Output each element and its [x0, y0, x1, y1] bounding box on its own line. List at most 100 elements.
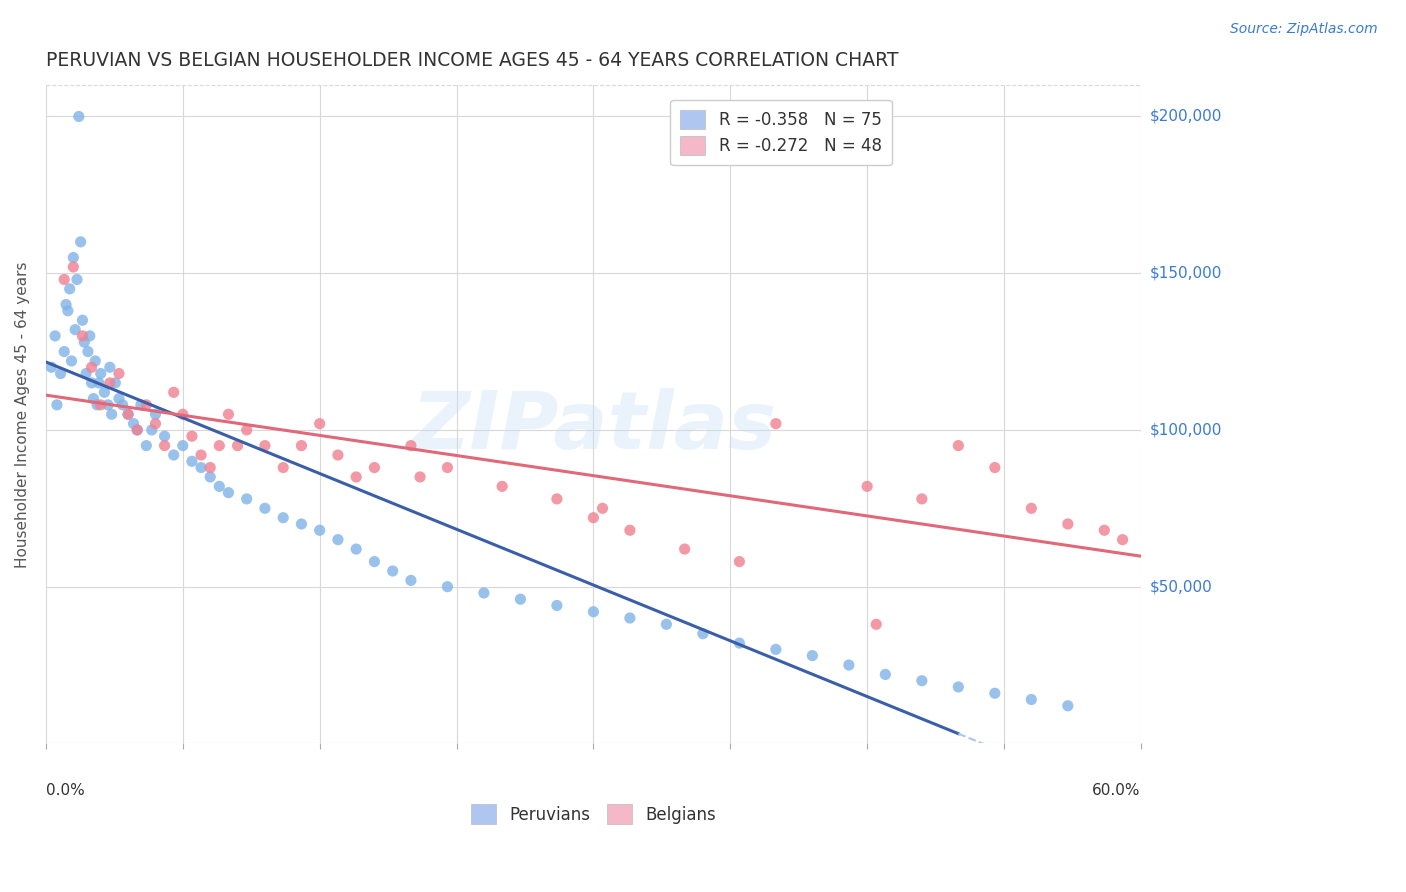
Point [53, 272, 76, 286]
Point [62, 260, 84, 274]
Point [875, 667, 897, 681]
Point [55, 297, 77, 311]
Point [308, 523, 330, 537]
Point [509, 592, 531, 607]
Point [619, 611, 641, 625]
Text: Source: ZipAtlas.com: Source: ZipAtlas.com [1230, 22, 1378, 37]
Point [409, 470, 432, 484]
Point [399, 439, 422, 453]
Point [82, 392, 104, 406]
Point [135, 398, 157, 412]
Point [145, 417, 167, 431]
Text: 60.0%: 60.0% [1092, 783, 1140, 798]
Point [436, 580, 458, 594]
Point [984, 686, 1007, 700]
Point [856, 479, 879, 493]
Point [77, 344, 100, 359]
Point [728, 555, 751, 569]
Point [66, 272, 89, 286]
Point [172, 407, 194, 421]
Point [838, 658, 860, 673]
Point [190, 460, 212, 475]
Point [73, 335, 96, 350]
Point [253, 501, 276, 516]
Point [546, 599, 568, 613]
Text: PERUVIAN VS BELGIAN HOUSEHOLDER INCOME AGES 45 - 64 YEARS CORRELATION CHART: PERUVIAN VS BELGIAN HOUSEHOLDER INCOME A… [46, 51, 898, 70]
Text: $50,000: $50,000 [1150, 579, 1213, 594]
Point [98, 360, 121, 375]
Point [491, 479, 513, 493]
Text: 0.0%: 0.0% [46, 783, 84, 798]
Point [56, 303, 79, 318]
Point [1056, 698, 1078, 713]
Point [93, 385, 115, 400]
Point [141, 423, 163, 437]
Point [60, 354, 83, 368]
Point [117, 407, 139, 421]
Point [582, 605, 605, 619]
Point [673, 542, 696, 557]
Point [271, 510, 294, 524]
Point [72, 313, 94, 327]
Point [290, 516, 312, 531]
Point [127, 423, 149, 437]
Point [235, 491, 257, 506]
Point [801, 648, 824, 663]
Point [108, 392, 131, 406]
Point [1111, 533, 1133, 547]
Point [344, 542, 367, 557]
Point [108, 367, 131, 381]
Point [84, 354, 107, 368]
Point [75, 367, 97, 381]
Point [619, 523, 641, 537]
Point [69, 235, 91, 249]
Point [145, 407, 167, 421]
Point [208, 479, 231, 493]
Point [592, 501, 614, 516]
Point [1092, 523, 1115, 537]
Point [111, 398, 134, 412]
Point [98, 376, 121, 390]
Y-axis label: Householder Income Ages 45 - 64 years: Householder Income Ages 45 - 64 years [15, 261, 30, 567]
Point [104, 376, 127, 390]
Point [117, 407, 139, 421]
Point [153, 429, 176, 443]
Point [181, 429, 204, 443]
Point [948, 680, 970, 694]
Point [45, 398, 67, 412]
Point [765, 417, 787, 431]
Point [129, 398, 152, 412]
Point [1056, 516, 1078, 531]
Point [381, 564, 404, 578]
Point [53, 344, 76, 359]
Point [200, 470, 222, 484]
Point [67, 110, 90, 124]
Point [122, 417, 145, 431]
Point [692, 626, 714, 640]
Point [181, 454, 204, 468]
Point [217, 485, 239, 500]
Point [163, 385, 186, 400]
Text: $100,000: $100,000 [1150, 423, 1222, 437]
Legend: Peruvians, Belgians: Peruvians, Belgians [464, 797, 723, 830]
Point [326, 448, 349, 462]
Point [97, 398, 120, 412]
Point [226, 439, 249, 453]
Point [217, 407, 239, 421]
Point [163, 448, 186, 462]
Point [172, 439, 194, 453]
Point [582, 510, 605, 524]
Point [911, 491, 934, 506]
Point [363, 555, 385, 569]
Point [271, 460, 294, 475]
Point [80, 360, 103, 375]
Point [253, 439, 276, 453]
Point [44, 329, 66, 343]
Point [72, 329, 94, 343]
Point [100, 407, 122, 421]
Point [59, 282, 82, 296]
Point [1021, 501, 1043, 516]
Point [208, 439, 231, 453]
Point [728, 636, 751, 650]
Point [90, 367, 112, 381]
